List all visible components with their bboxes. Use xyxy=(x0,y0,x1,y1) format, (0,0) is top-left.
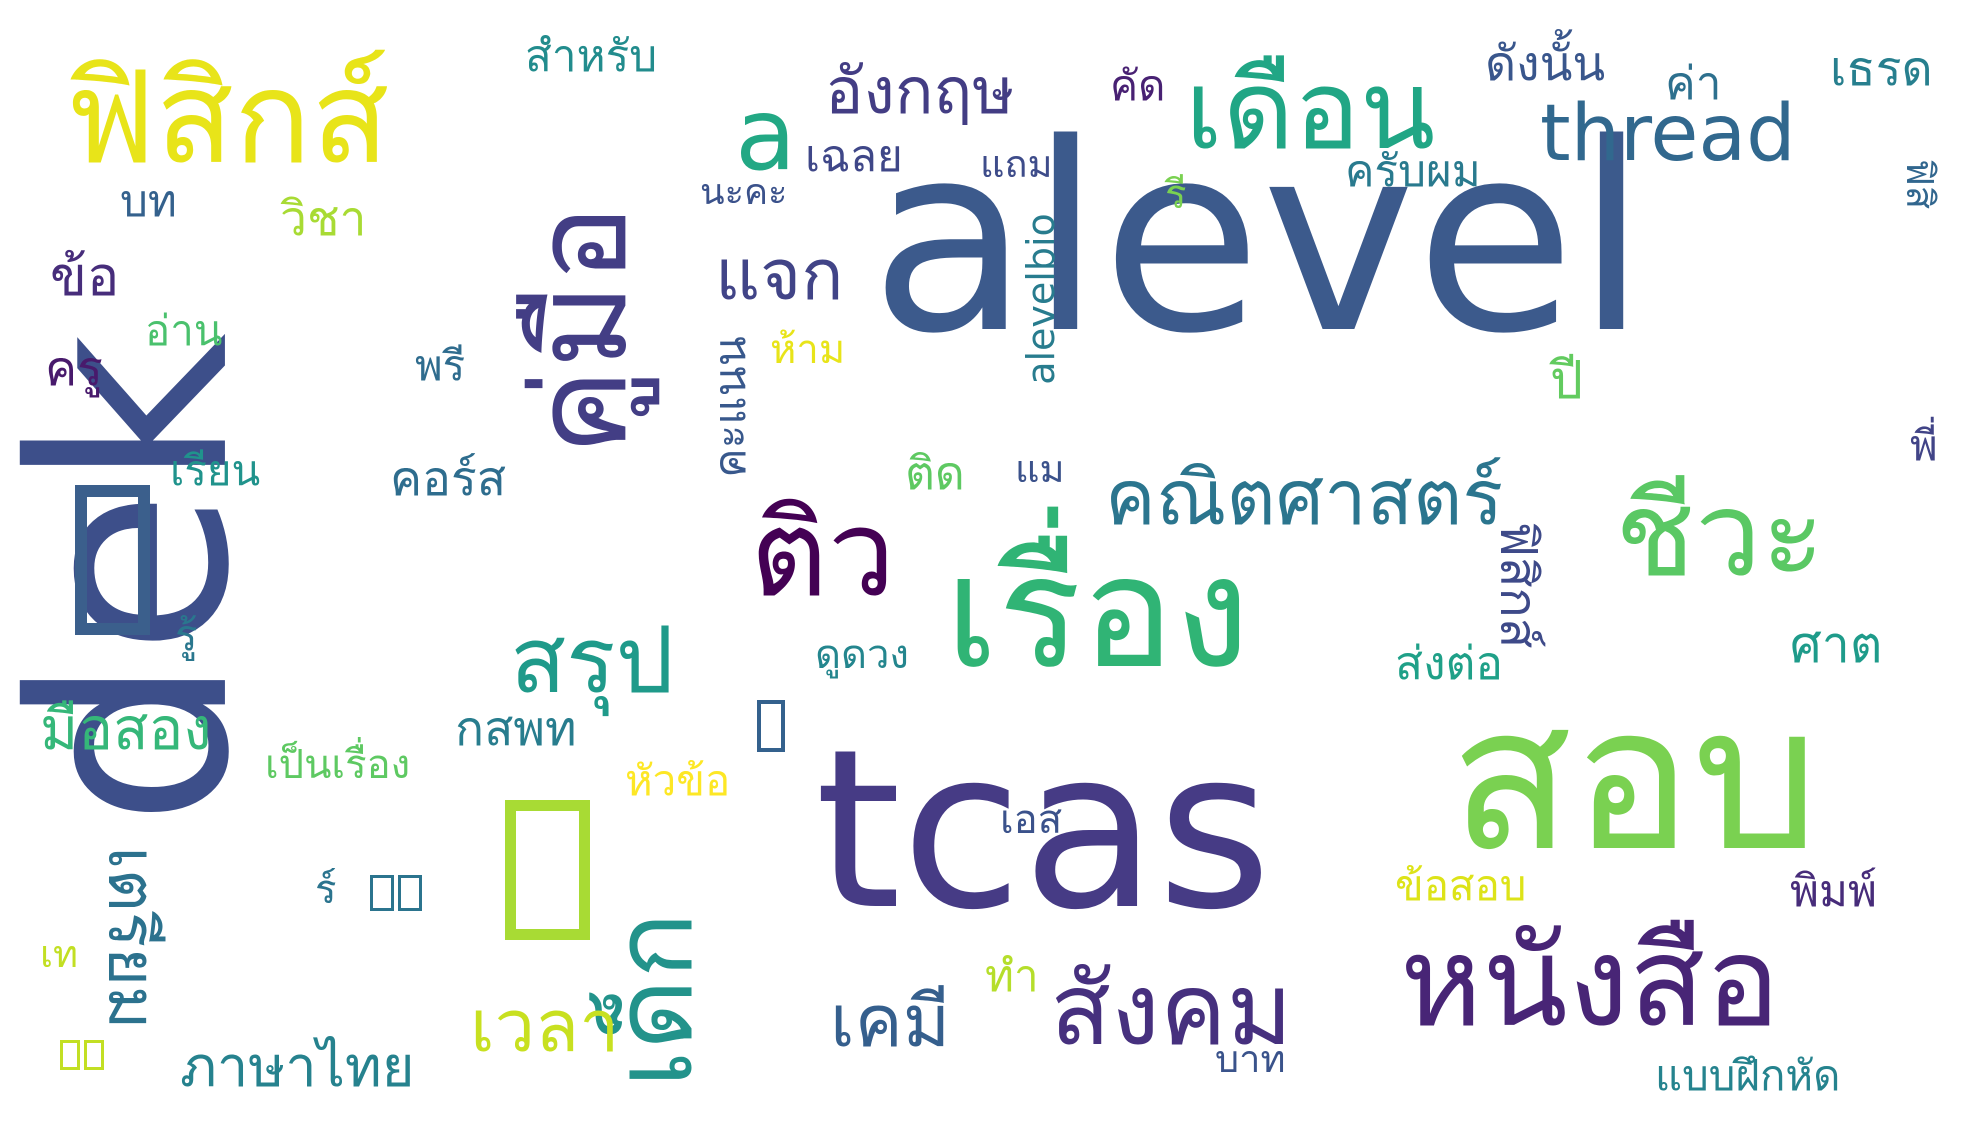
word-chiwa: ชีวะ xyxy=(1615,465,1825,603)
word-khanit: คณิตศาสตร์ xyxy=(1105,453,1504,542)
word-khrapphom: ครับผม xyxy=(1345,146,1481,197)
missing-glyph-box xyxy=(84,1040,104,1070)
word-muesong: มือสอง xyxy=(40,695,212,763)
word-ru: รู้ xyxy=(175,611,198,660)
missing-glyph-box xyxy=(398,875,422,911)
word-r: ร์ xyxy=(315,867,337,913)
word-pi: ปี xyxy=(1550,351,1584,411)
missing-glyph-box xyxy=(505,800,590,940)
word-songto: ส่งต่อ xyxy=(1395,636,1504,690)
word-baht: บาท xyxy=(1215,1037,1286,1081)
word-duean: เดือน xyxy=(1185,46,1436,174)
word-samrap: สำหรับ xyxy=(525,31,658,82)
word-tcas: tcas xyxy=(815,702,1272,958)
word-bot: บท xyxy=(120,176,177,227)
word-thred: เธรด xyxy=(1830,41,1933,97)
word-sangkhom: สังคม xyxy=(1050,951,1293,1068)
word-phisi-vertical: ฟิสิ xyxy=(1898,158,1943,210)
word-pen-rueang: เป็นเรื่อง xyxy=(265,742,411,788)
word-the: เท xyxy=(40,932,79,976)
word-khosorb: ข้อสอบ xyxy=(1395,861,1527,910)
word-khanaen: คะแนน xyxy=(704,336,756,478)
word-hua-kho: หัวข้อ xyxy=(625,756,731,805)
word-phim: พิมพ์ xyxy=(1790,866,1878,917)
word-ri: รี xyxy=(1165,172,1187,218)
word-phri: พรี xyxy=(415,341,466,390)
word-chaloei: เฉลย xyxy=(805,131,903,182)
word-tit: ติด xyxy=(905,446,965,500)
word-mae: แม xyxy=(1015,447,1065,491)
word-sorb: สอบ xyxy=(1450,663,1820,896)
word-rian: เรียน xyxy=(170,446,261,495)
word-alevelbio: alevelbio xyxy=(1018,213,1063,385)
missing-glyph-box xyxy=(60,1040,80,1070)
word-alevel: alevel xyxy=(870,89,1648,391)
word-tiw: ติว xyxy=(750,485,896,624)
word-physics: ฟิสิกส์ xyxy=(65,44,390,193)
word-thread: thread xyxy=(1540,89,1796,179)
word-rueang: เรื่อง xyxy=(945,522,1251,703)
word-khumue: คู่มือ xyxy=(504,204,657,456)
word-a: a xyxy=(735,76,797,193)
word-wela: เวลา xyxy=(470,984,620,1068)
word-ham: ห้าม xyxy=(770,327,846,373)
word-es: เอส xyxy=(1000,797,1063,843)
word-khots: คอร์ส xyxy=(390,451,507,507)
word-sarup: สรุป xyxy=(510,607,674,714)
missing-glyph-box xyxy=(757,700,785,752)
word-an: อ่าน xyxy=(145,306,223,355)
word-kho: ข้อ xyxy=(50,245,120,308)
word-nangsue: หนังสือ xyxy=(1400,910,1781,1055)
word-kha: ค่า xyxy=(1665,56,1722,110)
word-physics-vertical: ฟิสิกส์ xyxy=(1489,521,1548,649)
word-thaem: แถม xyxy=(980,142,1053,186)
word-duduang: ดูดวง xyxy=(815,632,909,678)
word-dangnan: ดังนั้น xyxy=(1485,36,1606,92)
word-kosphot: กสพท xyxy=(455,701,577,757)
word-angkrit: อังกฤษ xyxy=(825,55,1015,129)
word-nakha: นะคะ xyxy=(700,172,788,213)
word-phi: พี่ xyxy=(1910,421,1938,470)
word-khat: คัด xyxy=(1110,61,1166,110)
missing-glyph-box xyxy=(75,485,150,635)
word-jaek: แจก xyxy=(715,234,844,316)
word-tham: ทำ xyxy=(985,951,1039,1002)
word-wicha: วิชา xyxy=(280,191,367,247)
word-baep-fuekhat: แบบฝึกหัด xyxy=(1655,1051,1841,1100)
word-khru: ครู xyxy=(45,341,103,397)
word-sat: ศาต xyxy=(1790,616,1883,674)
word-triam: เตรียม xyxy=(93,846,171,1030)
word-khemi: เคมี xyxy=(830,979,951,1063)
word-phasathai: ภาษาไทย xyxy=(180,1035,415,1100)
missing-glyph-box xyxy=(370,875,394,911)
